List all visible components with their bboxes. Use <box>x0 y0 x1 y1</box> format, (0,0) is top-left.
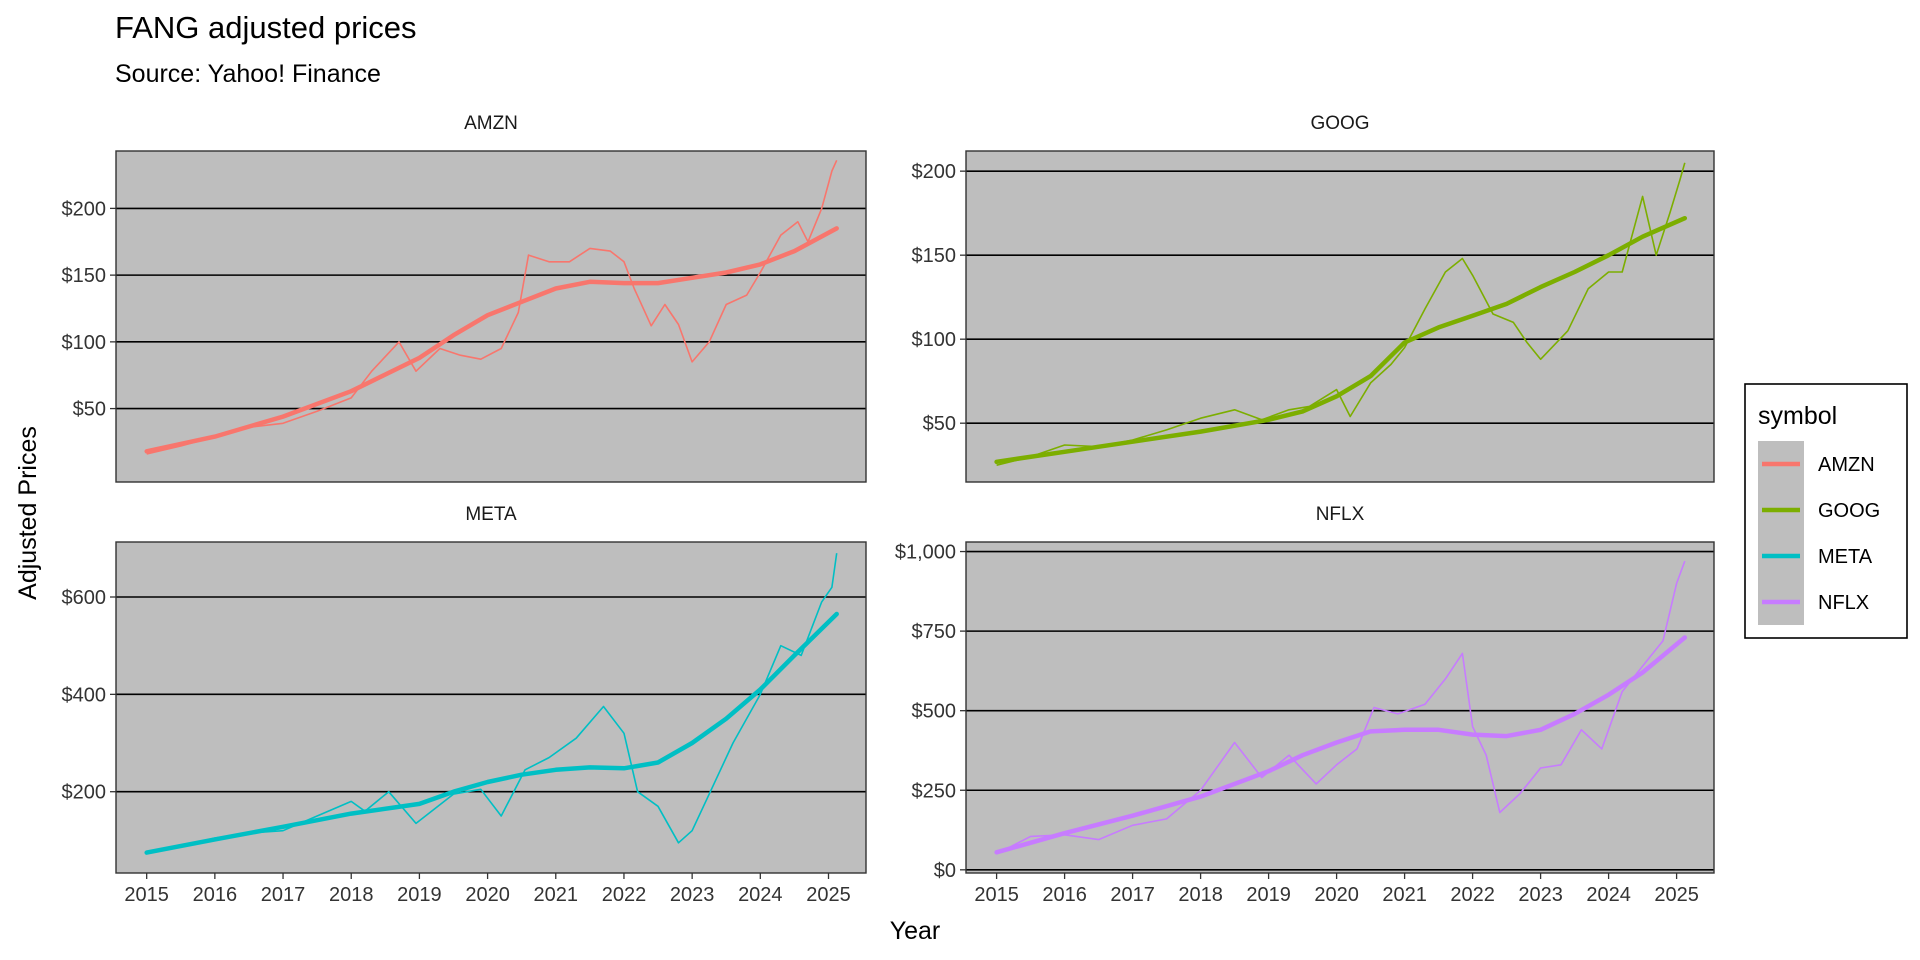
x-tick-label: 2024 <box>1586 884 1631 906</box>
y-tick-label: $600 <box>62 587 107 609</box>
y-tick-label: $150 <box>912 245 957 267</box>
x-axis-title: Year <box>890 917 941 945</box>
legend-label-goog: GOOG <box>1818 500 1880 522</box>
legend-label-nflx: NFLX <box>1818 592 1869 614</box>
y-tick-label: $50 <box>923 413 956 435</box>
legend: symbol AMZN GOOG META NFLX <box>1744 383 1908 639</box>
y-tick-label: $200 <box>912 161 957 183</box>
x-tick-label: 2017 <box>1110 884 1155 906</box>
y-tick-label: $200 <box>62 782 107 804</box>
y-tick-label: $100 <box>62 332 107 354</box>
trend-line-amzn <box>144 226 839 454</box>
x-tick-label: 2015 <box>974 884 1019 906</box>
x-tick-label: 2022 <box>1450 884 1495 906</box>
y-axis-title: Adjusted Prices <box>14 426 42 600</box>
panel-border <box>965 150 1715 483</box>
y-tick-label: $0 <box>934 860 956 882</box>
x-tick-label: 2016 <box>193 884 238 906</box>
panel-goog: GOOG $50 $100 $150 $200 <box>912 113 1715 483</box>
y-tick-label: $400 <box>62 684 107 706</box>
chart-title: FANG adjusted prices <box>115 10 417 45</box>
x-tick-label: 2020 <box>465 884 510 906</box>
x-tick-label: 2022 <box>602 884 647 906</box>
x-tick-label: 2025 <box>1654 884 1699 906</box>
facet-strip-label: AMZN <box>464 113 518 134</box>
panel-border <box>115 150 867 483</box>
x-tick-label: 2019 <box>1246 884 1291 906</box>
legend-label-amzn: AMZN <box>1818 454 1875 476</box>
x-tick-label: 2021 <box>534 884 579 906</box>
y-tick-label: $150 <box>62 265 107 287</box>
panel-border <box>965 541 1715 874</box>
legend-label-meta: META <box>1818 546 1873 568</box>
trend-line-goog <box>994 215 1688 465</box>
x-tick-label: 2025 <box>806 884 851 906</box>
y-tick-label: $50 <box>73 399 106 421</box>
trend-line-nflx <box>994 635 1688 855</box>
x-tick-label: 2017 <box>261 884 306 906</box>
trend-line-meta <box>144 611 839 855</box>
x-tick-label: 2020 <box>1314 884 1359 906</box>
x-tick-label: 2023 <box>670 884 715 906</box>
panel-background <box>966 542 1714 873</box>
x-tick-label: 2016 <box>1042 884 1087 906</box>
y-tick-label: $100 <box>912 329 957 351</box>
legend-title: symbol <box>1758 402 1837 430</box>
y-tick-label: $250 <box>912 780 957 802</box>
x-tick-label: 2024 <box>738 884 783 906</box>
y-tick-label: $200 <box>62 198 107 220</box>
facet-strip-label: META <box>465 504 517 525</box>
y-tick-label: $500 <box>912 701 957 723</box>
panel-nflx: NFLX $0 $250 $500 $750 $1,000 2015 2016 2017 2018… <box>895 504 1715 906</box>
facet-strip-label: GOOG <box>1310 113 1369 134</box>
x-tick-label: 2018 <box>329 884 374 906</box>
panel-meta: META $200 $400 $600 2015 2016 2017 2018 2019 2020… <box>62 504 867 906</box>
facet-strip-label: NFLX <box>1316 504 1365 525</box>
y-tick-label: $1,000 <box>895 542 956 564</box>
x-tick-label: 2018 <box>1178 884 1223 906</box>
x-tick-label: 2021 <box>1382 884 1427 906</box>
series-line-goog <box>996 162 1686 466</box>
series-line-amzn <box>146 159 838 455</box>
series-line-nflx <box>996 560 1686 855</box>
chart-subtitle: Source: Yahoo! Finance <box>115 60 381 88</box>
x-tick-label: 2015 <box>124 884 169 906</box>
panel-background <box>966 151 1714 482</box>
panel-amzn: AMZN $50 $100 $150 $200 <box>62 113 867 483</box>
panel-border <box>115 541 867 874</box>
y-tick-label: $750 <box>912 621 957 643</box>
x-tick-label: 2019 <box>397 884 442 906</box>
x-tick-label: 2023 <box>1518 884 1563 906</box>
